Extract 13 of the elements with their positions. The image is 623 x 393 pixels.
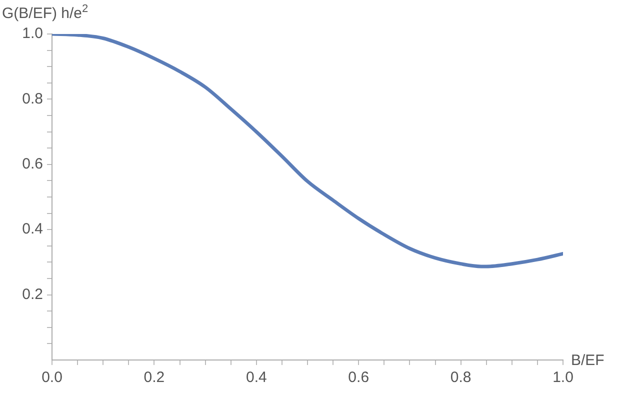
line-series bbox=[52, 34, 563, 268]
x-tick-label: 0.4 bbox=[246, 369, 267, 386]
x-tick-label: 0.8 bbox=[450, 369, 472, 386]
x-tick-label: 0.6 bbox=[348, 369, 370, 386]
x-tick-label: 1.0 bbox=[552, 369, 574, 386]
y-tick-label: 0.4 bbox=[22, 220, 43, 238]
y-tick-label: 0.6 bbox=[22, 156, 43, 173]
y-tick-label: 1.0 bbox=[22, 25, 43, 42]
x-tick-label: 0.0 bbox=[42, 369, 62, 386]
x-tick-label: 0.2 bbox=[144, 369, 165, 386]
y-tick-label: 0.8 bbox=[22, 90, 43, 108]
x-axis-title: B/EF bbox=[571, 352, 604, 369]
y-tick-label: 0.2 bbox=[22, 286, 43, 303]
